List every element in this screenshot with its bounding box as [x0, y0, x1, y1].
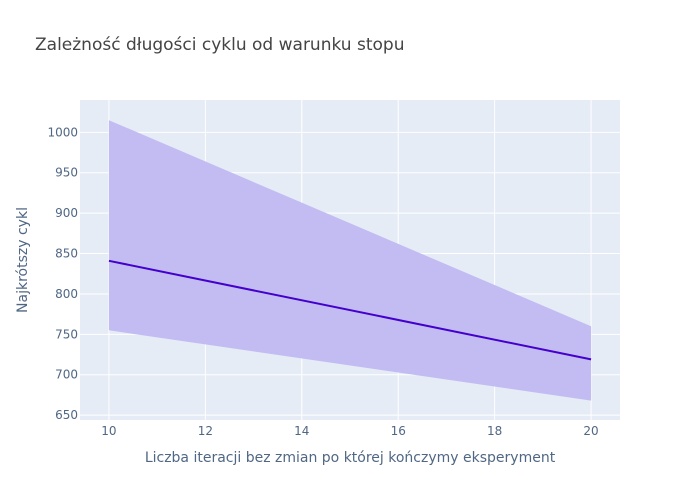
x-axis-ticks: 10 12 14 16 18 20 — [101, 424, 598, 438]
y-tick-label: 950 — [55, 166, 78, 180]
x-tick-label: 14 — [294, 424, 309, 438]
x-tick-label: 12 — [198, 424, 213, 438]
y-axis-title: Najkrótszy cykl — [15, 207, 31, 313]
x-tick-label: 16 — [391, 424, 406, 438]
x-tick-label: 10 — [101, 424, 116, 438]
y-tick-label: 650 — [55, 408, 78, 422]
x-tick-label: 18 — [487, 424, 502, 438]
y-tick-label: 1000 — [47, 125, 78, 139]
x-tick-label: 20 — [583, 424, 598, 438]
y-tick-label: 800 — [55, 287, 78, 301]
chart-title: Zależność długości cyklu od warunku stop… — [35, 35, 404, 55]
x-axis-title: Liczba iteracji bez zmian po której końc… — [145, 450, 556, 466]
y-tick-label: 900 — [55, 206, 78, 220]
y-tick-label: 700 — [55, 368, 78, 382]
y-tick-label: 850 — [55, 247, 78, 261]
y-tick-label: 750 — [55, 327, 78, 341]
y-axis-ticks: 650 700 750 800 850 900 950 1000 — [47, 125, 78, 422]
confidence-band — [108, 120, 592, 401]
series-line — [108, 259, 592, 361]
series-layer — [108, 120, 592, 401]
